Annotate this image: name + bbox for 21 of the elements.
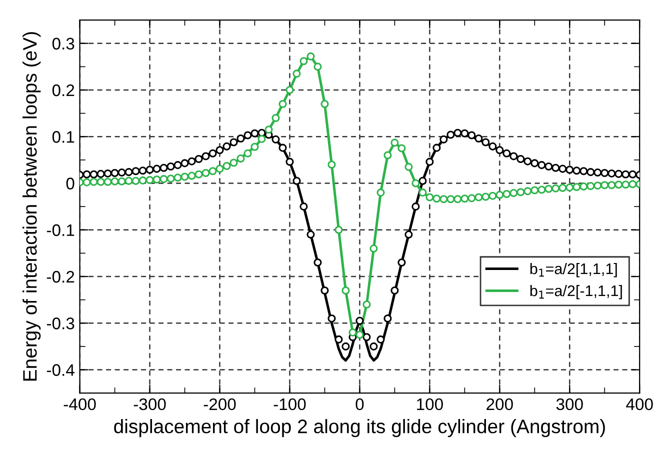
y-tick-label: -0.3 xyxy=(46,318,74,330)
x-tick-label: 300 xyxy=(556,398,583,410)
y-tick-label: -0.2 xyxy=(46,270,74,283)
y-tick-label: 0 xyxy=(66,178,74,190)
x-tick-label: 0 xyxy=(356,398,364,410)
y-tick-label: 0.2 xyxy=(52,84,74,96)
x-tick-label: -200 xyxy=(204,398,236,410)
x-tick-label: 100 xyxy=(417,398,443,410)
legend-label: b$_{1}$=a/2[1,1,1] xyxy=(530,262,617,278)
x-tick-label: -100 xyxy=(274,398,306,410)
y-tick-label: -0.4 xyxy=(46,364,74,376)
y-tick-label: 0.1 xyxy=(52,131,74,143)
x-tick-label: 400 xyxy=(626,398,653,410)
y-tick-label: 0.3 xyxy=(52,38,74,50)
y-axis-title: Energy of interaction between loops (eV) xyxy=(22,32,41,381)
y-tick-label: -0.1 xyxy=(46,224,74,236)
x-tick-label: 200 xyxy=(486,398,513,410)
x-tick-label: -400 xyxy=(64,398,96,410)
legend-label: b$_{1}$=a/2[-1,1,1] xyxy=(530,284,622,300)
x-tick-label: -300 xyxy=(134,398,166,410)
x-axis-title: displacement of loop 2 along its glide cylinder (Angstrom) xyxy=(114,419,605,438)
